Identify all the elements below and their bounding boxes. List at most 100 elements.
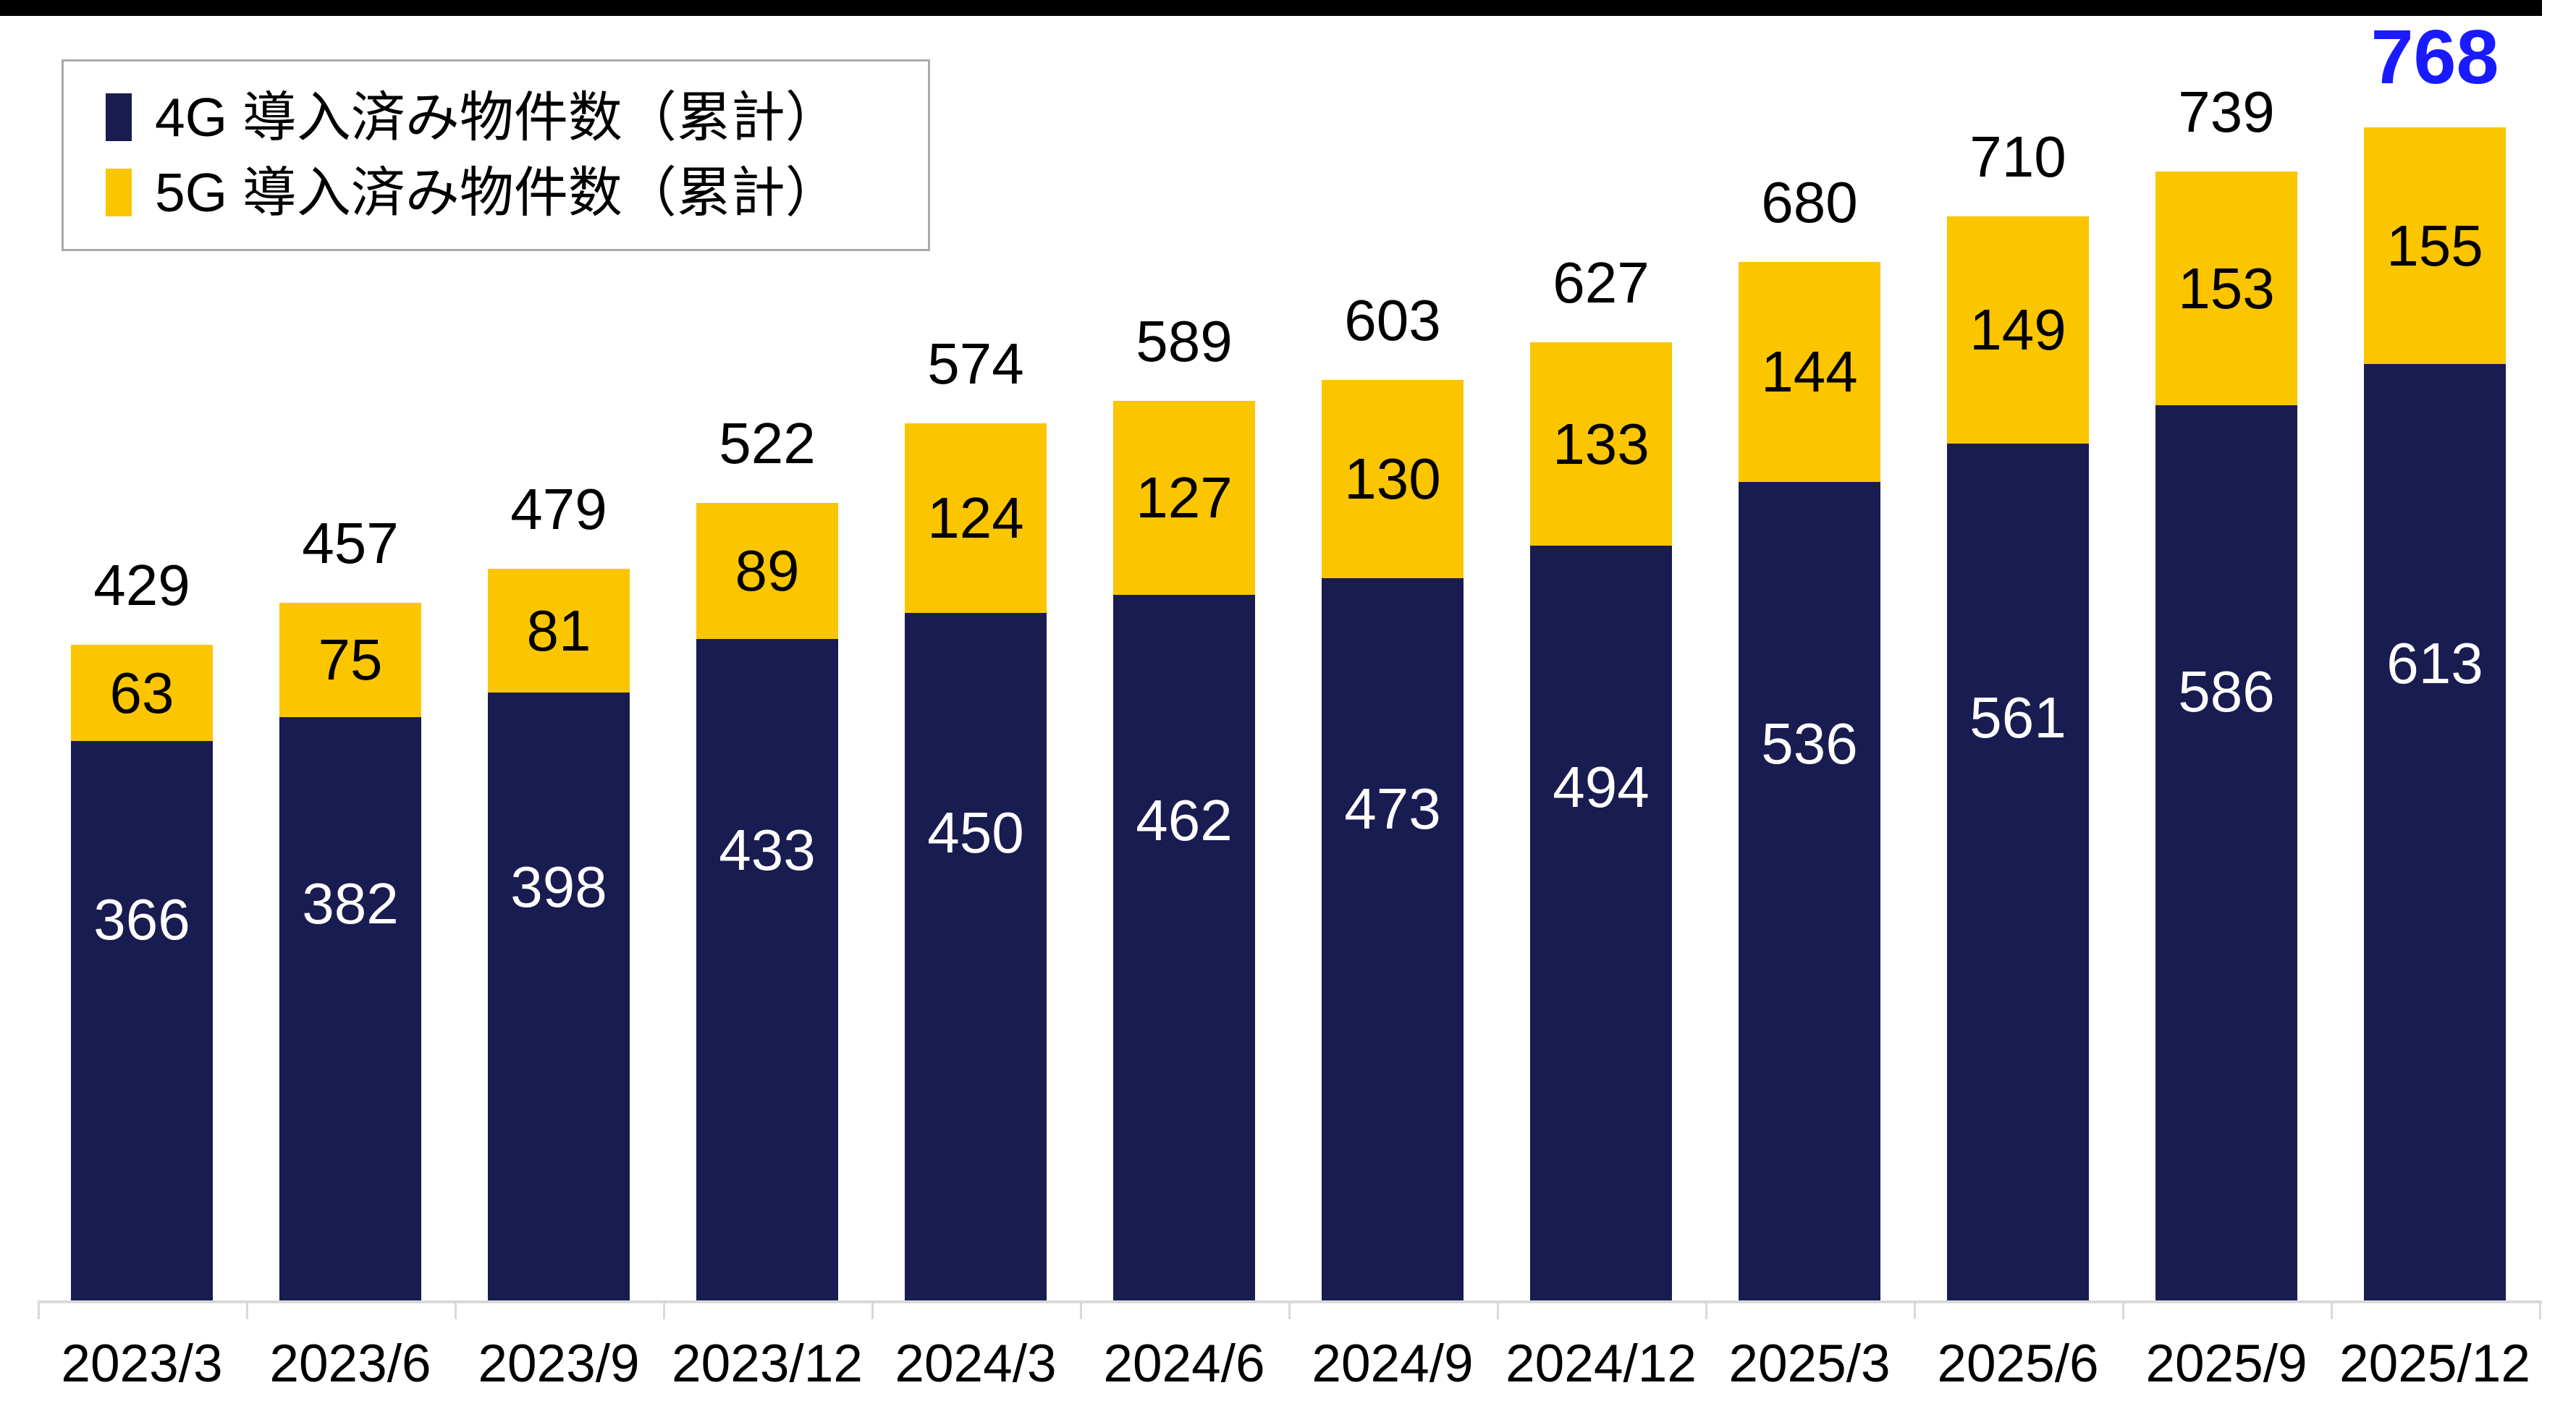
- bar-group-2023/6: 382 75: [279, 0, 421, 1401]
- bar-4g-value: 433: [719, 818, 816, 883]
- bar-5g-value: 89: [735, 538, 800, 603]
- bar-4g-segment: 494: [1530, 546, 1672, 1300]
- bar-total-value: 680: [1761, 170, 1858, 234]
- legend-label-5g: 5G 導入済み物件数（累計）: [155, 162, 840, 224]
- bar-5g-segment: 63: [71, 645, 213, 741]
- bar-total-value: 479: [510, 477, 607, 541]
- bar-4g-segment: 561: [1947, 444, 2089, 1300]
- bar-4g-value: 366: [93, 887, 190, 952]
- bar-4g-segment: 586: [2155, 405, 2297, 1300]
- bar-group-2025/12: 613 155: [2364, 0, 2506, 1401]
- bar-4g-value: 586: [2178, 659, 2275, 724]
- bar-5g-value: 124: [927, 486, 1024, 550]
- bar-5g-segment: 133: [1530, 342, 1672, 546]
- axis-tick-mark: [871, 1300, 874, 1319]
- bar-group-2023/12: 433 89: [696, 0, 838, 1401]
- x-axis-label: 2023/12: [672, 1334, 863, 1393]
- bar-total-value: 589: [1136, 309, 1233, 373]
- bar-4g-value: 494: [1553, 754, 1650, 819]
- bar-4g-segment: 462: [1113, 595, 1255, 1300]
- x-axis-label: 2024/9: [1312, 1334, 1474, 1393]
- bar-group-2025/3: 536 144: [1739, 0, 1880, 1401]
- bar-4g-value: 561: [1969, 685, 2066, 750]
- bar-4g-value: 450: [927, 800, 1024, 865]
- bar-total-value: 603: [1344, 288, 1441, 352]
- legend-item-4g: 4G 導入済み物件数（累計）: [106, 86, 906, 148]
- x-axis-label: 2023/6: [269, 1334, 431, 1393]
- bar-4g-value: 462: [1136, 788, 1233, 852]
- x-axis-label: 2024/6: [1103, 1334, 1265, 1393]
- bar-4g-value: 382: [302, 871, 399, 936]
- x-axis-label: 2024/12: [1506, 1334, 1697, 1393]
- bar-4g-segment: 382: [279, 717, 421, 1300]
- bar-4g-value: 613: [2386, 631, 2483, 696]
- axis-tick-mark: [1080, 1300, 1082, 1319]
- x-axis-label: 2024/3: [895, 1334, 1057, 1393]
- legend-item-5g: 5G 導入済み物件数（累計）: [106, 161, 906, 224]
- axis-tick-mark: [1288, 1300, 1291, 1319]
- bar-5g-segment: 149: [1947, 216, 2089, 444]
- bar-4g-segment: 613: [2364, 364, 2506, 1300]
- bar-group-2024/3: 450 124: [905, 0, 1047, 1401]
- x-axis-label: 2023/3: [61, 1334, 223, 1393]
- bar-group-2023/9: 398 81: [488, 0, 630, 1401]
- bar-group-2025/6: 561 149: [1947, 0, 2089, 1401]
- bar-total-value: 710: [1969, 124, 2066, 189]
- axis-tick-mark: [246, 1300, 248, 1319]
- bar-5g-segment: 81: [488, 569, 630, 693]
- bar-5g-value: 130: [1344, 446, 1441, 511]
- axis-tick-mark: [663, 1300, 665, 1319]
- x-axis-label: 2025/6: [1937, 1334, 2099, 1393]
- bar-4g-segment: 398: [488, 693, 630, 1300]
- bar-5g-segment: 155: [2364, 127, 2506, 364]
- x-axis-label: 2025/3: [1728, 1334, 1891, 1393]
- bar-5g-value: 75: [318, 627, 383, 692]
- bar-group-2023/3: 366 63: [71, 0, 213, 1401]
- axis-tick-mark: [1914, 1300, 1916, 1319]
- bar-5g-value: 127: [1136, 465, 1233, 530]
- bar-4g-segment: 450: [905, 613, 1047, 1300]
- bar-total-value: 627: [1553, 250, 1650, 315]
- axis-tick-mark: [455, 1300, 457, 1319]
- legend-swatch-4g: [106, 93, 132, 142]
- bar-group-2024/6: 462 127: [1113, 0, 1255, 1401]
- x-axis-label: 2023/9: [478, 1334, 640, 1393]
- bar-5g-segment: 127: [1113, 401, 1255, 595]
- bar-5g-value: 133: [1553, 411, 1650, 476]
- bar-4g-value: 473: [1344, 776, 1441, 842]
- bar-5g-segment: 153: [2155, 172, 2297, 405]
- bar-5g-segment: 75: [279, 603, 421, 717]
- axis-tick-mark: [1705, 1300, 1707, 1319]
- bar-total-value: 739: [2178, 80, 2275, 144]
- bar-4g-segment: 366: [71, 741, 213, 1300]
- legend-swatch-5g: [106, 169, 132, 217]
- bar-5g-value: 81: [526, 598, 591, 663]
- bar-5g-value: 149: [1969, 297, 2066, 362]
- bar-total-value: 522: [719, 411, 816, 475]
- bar-4g-segment: 536: [1739, 482, 1880, 1300]
- bar-4g-value: 536: [1761, 711, 1858, 776]
- bar-5g-value: 63: [109, 660, 174, 725]
- bar-4g-segment: 473: [1322, 578, 1464, 1300]
- window-top-edge: [0, 0, 2542, 16]
- x-axis-label: 2025/12: [2339, 1334, 2530, 1393]
- bar-5g-segment: 130: [1322, 380, 1464, 578]
- axis-tick-mark: [1497, 1300, 1499, 1319]
- axis-tick-mark: [38, 1300, 40, 1319]
- axis-tick-mark: [2122, 1300, 2124, 1319]
- x-axis-label: 2025/9: [2145, 1334, 2307, 1393]
- bar-5g-value: 155: [2386, 213, 2483, 278]
- chart-legend: 4G 導入済み物件数（累計） 5G 導入済み物件数（累計）: [62, 59, 930, 251]
- bar-group-2024/9: 473 130: [1322, 0, 1464, 1401]
- legend-label-4g: 4G 導入済み物件数（累計）: [155, 87, 840, 148]
- bar-4g-value: 398: [510, 854, 607, 919]
- bar-total-value: 429: [93, 553, 190, 617]
- bar-5g-segment: 89: [696, 503, 838, 639]
- bar-total-value: 574: [927, 331, 1024, 396]
- axis-tick-mark: [2539, 1300, 2541, 1319]
- bar-5g-segment: 144: [1739, 262, 1880, 482]
- bar-total-value: 768: [2370, 14, 2499, 100]
- axis-tick-mark: [2331, 1300, 2333, 1319]
- bar-group-2024/12: 494 133: [1530, 0, 1672, 1401]
